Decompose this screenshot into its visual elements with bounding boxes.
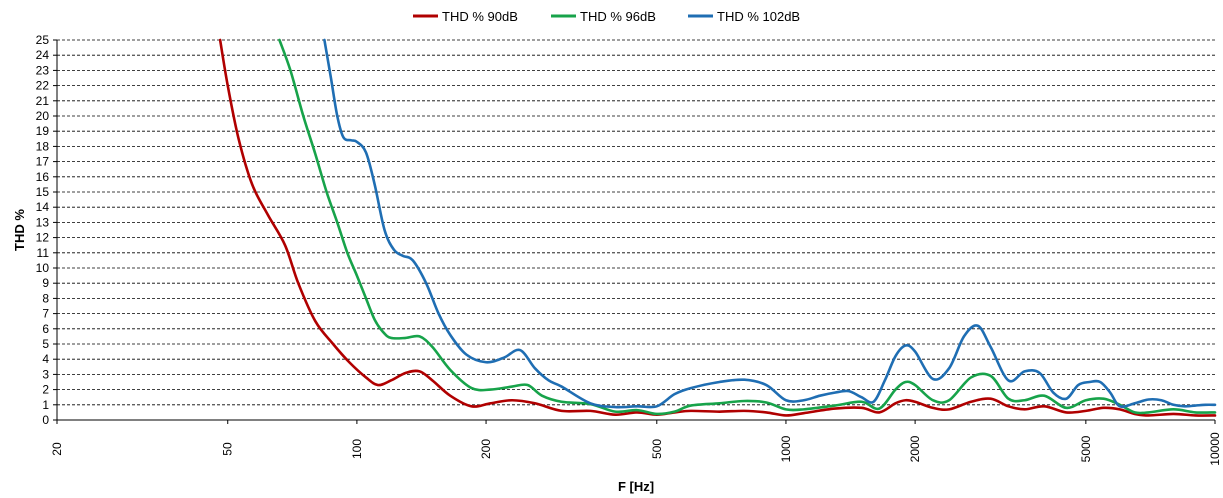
x-tick-label: 500 [650, 439, 664, 459]
y-tick-label: 18 [36, 139, 50, 153]
y-tick-label: 4 [42, 352, 49, 366]
y-tick-label: 9 [42, 276, 49, 290]
series-line-2 [278, 38, 1217, 416]
x-tick-label: 10000 [1208, 432, 1222, 466]
y-tick-label: 23 [36, 63, 50, 77]
x-tick-label: 5000 [1079, 435, 1093, 462]
x-tick-label: 20 [50, 442, 64, 456]
y-tick-label: 25 [36, 33, 50, 47]
legend-label: THD % 96dB [580, 9, 656, 24]
y-tick-label: 7 [42, 307, 49, 321]
y-tick-label: 15 [36, 185, 50, 199]
x-tick-label: 200 [479, 439, 493, 459]
legend-label: THD % 90dB [442, 9, 518, 24]
y-tick-label: 2 [42, 383, 49, 397]
x-tick-label: 100 [350, 439, 364, 459]
series-line-3 [323, 38, 1217, 409]
legend-label: THD % 102dB [717, 9, 800, 24]
x-tick-label: 2000 [908, 435, 922, 462]
y-axis-title: THD % [12, 209, 27, 251]
y-tick-label: 5 [42, 337, 49, 351]
y-tick-label: 19 [36, 124, 50, 138]
y-tick-label: 21 [36, 94, 50, 108]
y-tick-label: 1 [42, 398, 49, 412]
y-tick-label: 17 [36, 155, 50, 169]
y-tick-label: 13 [36, 215, 50, 229]
y-tick-label: 14 [36, 200, 50, 214]
y-tick-label: 8 [42, 291, 49, 305]
y-tick-label: 22 [36, 79, 50, 93]
y-tick-label: 24 [36, 48, 50, 62]
y-tick-label: 20 [36, 109, 50, 123]
grid [57, 39, 1215, 406]
y-tick-label: 12 [36, 231, 50, 245]
legend: THD % 90dB THD % 96dB THD % 102dB [413, 9, 800, 24]
x-axis-title: F [Hz] [618, 479, 654, 494]
axes: 0123456789101112131415161718192021222324… [36, 33, 1222, 466]
y-tick-label: 0 [42, 413, 49, 427]
y-tick-label: 10 [36, 261, 50, 275]
x-tick-label: 50 [221, 442, 235, 456]
y-tick-label: 3 [42, 367, 49, 381]
series-line-1 [218, 38, 1217, 417]
y-tick-label: 11 [37, 246, 50, 260]
series-group [218, 38, 1217, 417]
x-tick-label: 1000 [779, 435, 793, 462]
y-tick-label: 6 [42, 322, 49, 336]
y-tick-label: 16 [36, 170, 50, 184]
